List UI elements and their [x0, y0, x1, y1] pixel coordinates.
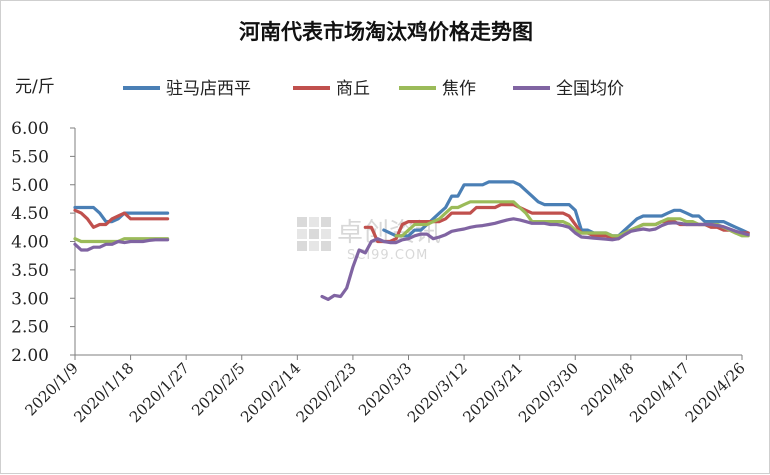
x-tick-label: 2020/4/26 — [682, 359, 749, 426]
y-tick-label: 2.00 — [11, 346, 49, 366]
series-line — [73, 208, 170, 229]
legend: 驻马店西平 商丘 焦作 全国均价 — [123, 79, 624, 99]
y-tick-label: 3.00 — [11, 289, 49, 309]
x-tick-label: 2020/1/27 — [126, 359, 193, 426]
series-line — [320, 217, 750, 301]
y-tick-label: 5.50 — [11, 147, 49, 167]
chart-title: 河南代表市场淘汰鸡价格走势图 — [239, 19, 533, 44]
axes: 6.00 5.50 5.00 4.50 4.00 3.50 3.00 2.50 2.00 2020… — [11, 119, 749, 426]
y-tick-label: 4.00 — [11, 233, 49, 253]
legend-label: 全国均价 — [556, 79, 624, 99]
y-tick-label: 5.00 — [11, 176, 49, 196]
series-line — [394, 200, 750, 238]
x-tick-label: 2020/2/23 — [293, 359, 360, 426]
series-line — [73, 238, 170, 252]
legend-label: 商丘 — [336, 79, 370, 99]
watermark-logo-icon — [297, 217, 331, 251]
y-axis-unit-label: 元/斤 — [15, 77, 55, 97]
series-layer — [73, 180, 750, 301]
x-tick-label: 2020/3/30 — [515, 359, 582, 426]
y-tick-label: 4.50 — [11, 204, 49, 224]
series-line — [382, 180, 750, 238]
legend-label: 焦作 — [442, 79, 476, 99]
y-tick-label: 3.50 — [11, 261, 49, 281]
y-tick-label: 6.00 — [11, 119, 49, 139]
legend-label: 驻马店西平 — [166, 79, 251, 99]
y-tick-label: 2.50 — [11, 318, 49, 338]
